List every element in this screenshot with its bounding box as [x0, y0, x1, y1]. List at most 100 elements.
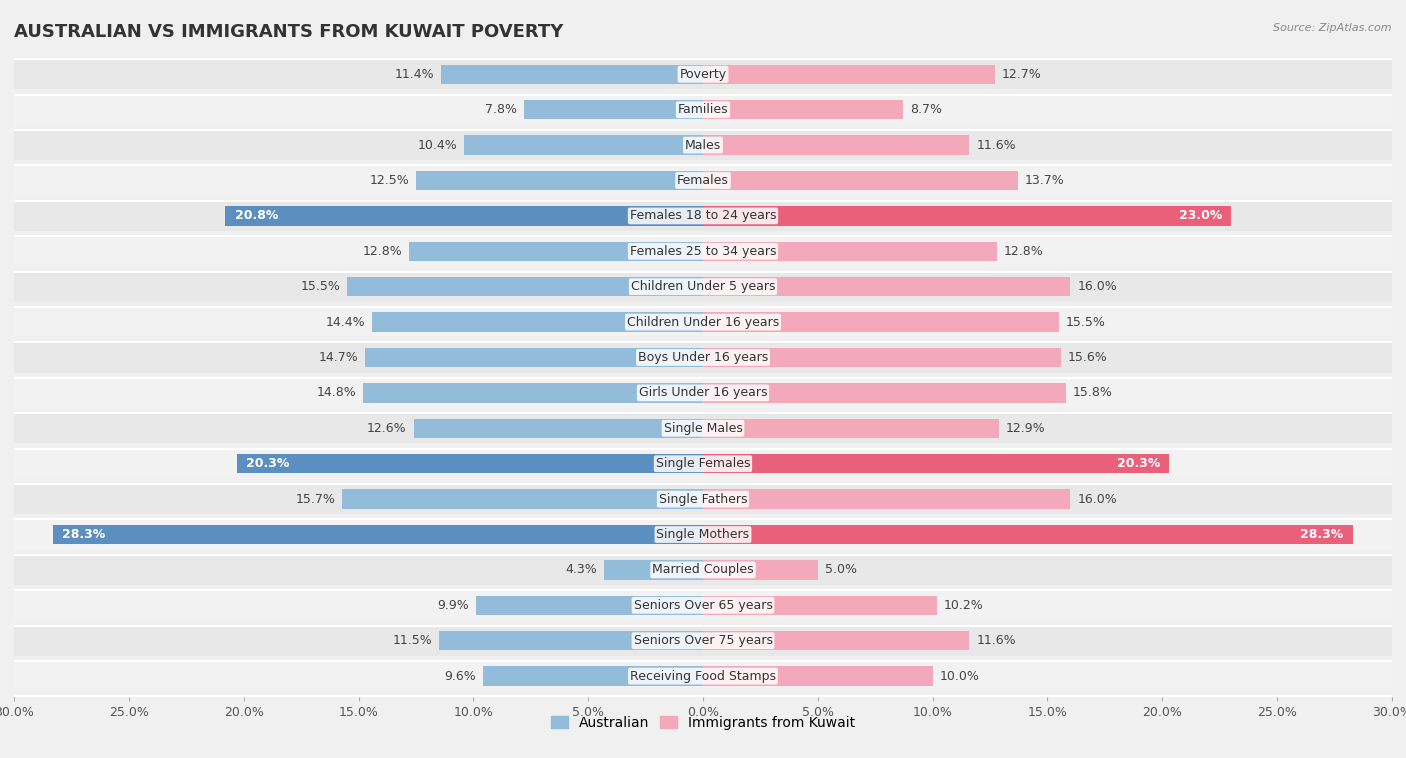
Text: 10.0%: 10.0%: [939, 669, 980, 683]
Legend: Australian, Immigrants from Kuwait: Australian, Immigrants from Kuwait: [546, 710, 860, 735]
Bar: [347, 277, 703, 296]
Text: Single Fathers: Single Fathers: [659, 493, 747, 506]
Bar: [14, 519, 1392, 550]
Text: Females 18 to 24 years: Females 18 to 24 years: [630, 209, 776, 222]
Text: 14.8%: 14.8%: [316, 387, 356, 399]
Bar: [14, 307, 1392, 337]
Text: 20.8%: 20.8%: [235, 209, 278, 222]
Bar: [703, 277, 1070, 296]
Bar: [366, 348, 703, 367]
Text: Children Under 5 years: Children Under 5 years: [631, 280, 775, 293]
Text: Source: ZipAtlas.com: Source: ZipAtlas.com: [1274, 23, 1392, 33]
Text: 14.7%: 14.7%: [319, 351, 359, 364]
Text: AUSTRALIAN VS IMMIGRANTS FROM KUWAIT POVERTY: AUSTRALIAN VS IMMIGRANTS FROM KUWAIT POV…: [14, 23, 564, 41]
Bar: [703, 136, 969, 155]
Bar: [236, 454, 703, 474]
Text: Females 25 to 34 years: Females 25 to 34 years: [630, 245, 776, 258]
Text: 12.8%: 12.8%: [1004, 245, 1043, 258]
Text: 15.7%: 15.7%: [295, 493, 336, 506]
Text: Females: Females: [678, 174, 728, 187]
Text: 5.0%: 5.0%: [825, 563, 856, 576]
Bar: [343, 490, 703, 509]
Bar: [703, 64, 994, 84]
Bar: [409, 242, 703, 261]
Bar: [14, 661, 1392, 691]
Text: 10.2%: 10.2%: [945, 599, 984, 612]
Text: 16.0%: 16.0%: [1077, 493, 1118, 506]
Text: Males: Males: [685, 139, 721, 152]
Text: 12.8%: 12.8%: [363, 245, 402, 258]
Bar: [703, 596, 938, 615]
Bar: [14, 590, 1392, 620]
Bar: [703, 384, 1066, 402]
Bar: [482, 666, 703, 686]
Bar: [14, 59, 1392, 89]
Bar: [14, 130, 1392, 160]
Bar: [53, 525, 703, 544]
Text: 15.5%: 15.5%: [1066, 315, 1105, 329]
Bar: [464, 136, 703, 155]
Bar: [363, 384, 703, 402]
Text: Seniors Over 65 years: Seniors Over 65 years: [634, 599, 772, 612]
Bar: [441, 64, 703, 84]
Bar: [14, 378, 1392, 408]
Text: 15.6%: 15.6%: [1069, 351, 1108, 364]
Bar: [225, 206, 703, 226]
Text: 20.3%: 20.3%: [1116, 457, 1160, 470]
Text: 12.9%: 12.9%: [1007, 421, 1046, 435]
Text: 20.3%: 20.3%: [246, 457, 290, 470]
Text: 12.5%: 12.5%: [370, 174, 409, 187]
Text: Families: Families: [678, 103, 728, 116]
Bar: [703, 206, 1232, 226]
Bar: [14, 484, 1392, 514]
Text: 8.7%: 8.7%: [910, 103, 942, 116]
Text: Poverty: Poverty: [679, 67, 727, 81]
Bar: [703, 666, 932, 686]
Text: 7.8%: 7.8%: [485, 103, 517, 116]
Bar: [703, 100, 903, 120]
Bar: [439, 631, 703, 650]
Text: 11.6%: 11.6%: [976, 634, 1017, 647]
Bar: [703, 490, 1070, 509]
Bar: [14, 236, 1392, 266]
Bar: [605, 560, 703, 580]
Bar: [703, 242, 997, 261]
Text: 23.0%: 23.0%: [1178, 209, 1222, 222]
Text: 4.3%: 4.3%: [565, 563, 598, 576]
Text: 12.7%: 12.7%: [1001, 67, 1042, 81]
Text: Married Couples: Married Couples: [652, 563, 754, 576]
Bar: [413, 418, 703, 438]
Bar: [703, 171, 1018, 190]
Text: 15.5%: 15.5%: [301, 280, 340, 293]
Text: Single Females: Single Females: [655, 457, 751, 470]
Text: 9.9%: 9.9%: [437, 599, 468, 612]
Text: 28.3%: 28.3%: [1301, 528, 1344, 541]
Text: 15.8%: 15.8%: [1073, 387, 1112, 399]
Bar: [14, 449, 1392, 479]
Bar: [703, 418, 1000, 438]
Text: 11.6%: 11.6%: [976, 139, 1017, 152]
Bar: [703, 454, 1170, 474]
Text: 12.6%: 12.6%: [367, 421, 406, 435]
Bar: [703, 312, 1059, 332]
Bar: [703, 348, 1062, 367]
Bar: [373, 312, 703, 332]
Text: Children Under 16 years: Children Under 16 years: [627, 315, 779, 329]
Text: Seniors Over 75 years: Seniors Over 75 years: [634, 634, 772, 647]
Text: Single Mothers: Single Mothers: [657, 528, 749, 541]
Text: 9.6%: 9.6%: [444, 669, 475, 683]
Bar: [14, 413, 1392, 443]
Bar: [416, 171, 703, 190]
Bar: [14, 625, 1392, 656]
Text: 28.3%: 28.3%: [62, 528, 105, 541]
Text: Boys Under 16 years: Boys Under 16 years: [638, 351, 768, 364]
Bar: [703, 560, 818, 580]
Bar: [14, 201, 1392, 231]
Bar: [14, 343, 1392, 372]
Text: Girls Under 16 years: Girls Under 16 years: [638, 387, 768, 399]
Text: Receiving Food Stamps: Receiving Food Stamps: [630, 669, 776, 683]
Bar: [14, 555, 1392, 585]
Bar: [703, 525, 1353, 544]
Text: 13.7%: 13.7%: [1025, 174, 1064, 187]
Text: 16.0%: 16.0%: [1077, 280, 1118, 293]
